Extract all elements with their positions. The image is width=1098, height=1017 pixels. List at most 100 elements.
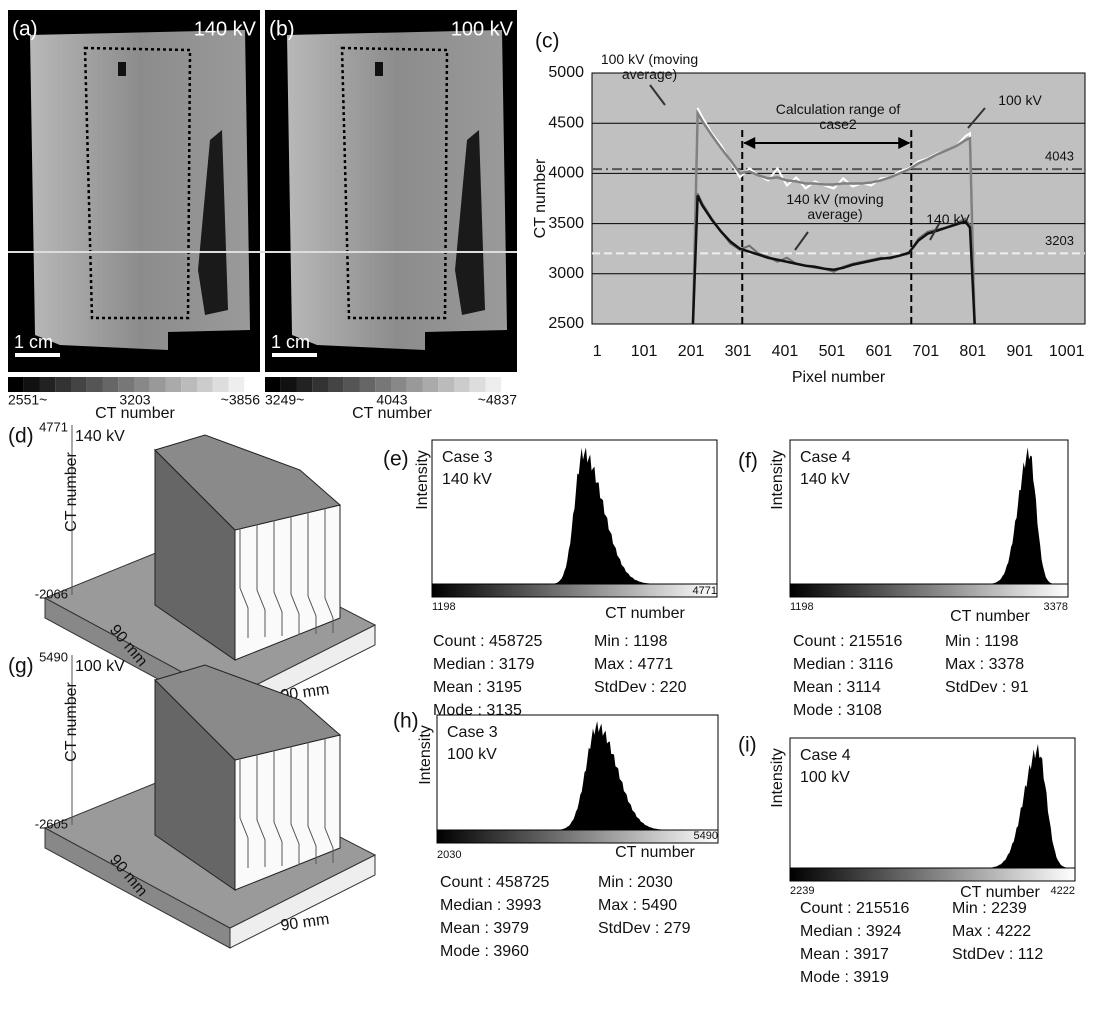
colorbar-step	[181, 377, 197, 392]
reference-label: 4043	[1045, 149, 1074, 164]
range-annotation: Calculation range of case2	[772, 102, 904, 132]
colorbar-step	[297, 377, 313, 392]
colorbar-high: ~3856	[221, 392, 261, 408]
colorbar-step	[344, 377, 360, 392]
statistic: Min : 1198	[945, 633, 1019, 650]
panel-label: (c)	[535, 30, 560, 53]
x-axis-title: Pixel number	[792, 369, 886, 386]
colorbar-step	[360, 377, 376, 392]
x-max-label: 5490	[694, 830, 718, 842]
statistic: Count : 458725	[433, 633, 543, 650]
series-annotation: 140 kV	[918, 212, 978, 227]
x-tick-label: 601	[866, 343, 893, 360]
x-axis-title: CT number	[615, 844, 695, 861]
colorbar-step	[486, 377, 502, 392]
x-tick-label: 1	[593, 343, 602, 360]
colorbar-high: ~4837	[478, 392, 518, 408]
figure-canvas: 1 cm(a)140 kV2551~3203~3856CT number1 cm…	[0, 0, 1098, 1017]
statistic: Mean : 3195	[433, 679, 522, 696]
panel-label: (e)	[383, 448, 409, 471]
panel-label: (a)	[12, 18, 38, 41]
statistic: Mean : 3979	[440, 920, 529, 937]
statistic: Median : 3179	[433, 656, 535, 673]
panel-label: (f)	[738, 450, 758, 473]
statistic: Median : 3924	[800, 923, 902, 940]
colorbar-step	[265, 377, 281, 392]
colorbar-step	[150, 377, 166, 392]
statistic: Max : 4222	[952, 923, 1031, 940]
x-tick-label: 801	[959, 343, 986, 360]
y-tick-label: 2500	[548, 315, 584, 332]
histogram-colorbar	[437, 830, 718, 843]
statistic: Median : 3993	[440, 897, 542, 914]
statistic: Mode : 3108	[793, 702, 882, 719]
statistic: Count : 215516	[800, 900, 910, 917]
y-axis-title: Intensity	[769, 450, 786, 510]
scale-label: 1 cm	[14, 332, 53, 352]
colorbar-step	[166, 377, 182, 392]
colorbar-step	[8, 377, 24, 392]
x-min-label: 2030	[437, 849, 461, 861]
histogram-colorbar	[790, 584, 1068, 597]
panel-label: (g)	[8, 655, 34, 678]
colorbar-step	[118, 377, 134, 392]
voltage-label: 140 kV	[194, 18, 257, 40]
colorbar-step	[470, 377, 486, 392]
voltage-label: 140 kV	[800, 471, 850, 488]
colorbar-step	[454, 377, 470, 392]
x-min-label: 1198	[790, 601, 814, 613]
void	[118, 62, 126, 76]
colorbar-step	[407, 377, 423, 392]
histogram-colorbar	[432, 584, 717, 597]
colorbar-step	[197, 377, 213, 392]
panel-label: (i)	[738, 734, 757, 757]
colorbar-step	[40, 377, 56, 392]
x-tick-label: 1001	[1049, 343, 1085, 360]
colorbar-step	[375, 377, 391, 392]
x-tick-label: 201	[678, 343, 705, 360]
colorbar-step	[55, 377, 71, 392]
y-axis-title: CT number	[532, 158, 549, 238]
y-axis-title: Intensity	[417, 725, 434, 785]
case-label: Case 3	[442, 449, 493, 466]
case-label: Case 3	[447, 724, 498, 741]
colorbar-step	[281, 377, 297, 392]
voltage-label: 100 kV	[447, 746, 497, 763]
statistic: Min : 1198	[594, 633, 668, 650]
x-max-label: 4222	[1051, 885, 1075, 897]
statistic: StdDev : 279	[598, 920, 691, 937]
statistic: Mode : 3919	[800, 969, 889, 986]
voltage-label: 140 kV	[442, 471, 492, 488]
panel-label: (h)	[393, 710, 419, 733]
voltage-label: 100 kV	[800, 769, 850, 786]
z-axis-title: CT number	[63, 681, 80, 761]
x-axis-title: CT number	[950, 608, 1030, 625]
series-annotation: 140 kV (moving average)	[770, 192, 900, 222]
x-min-label: 1198	[432, 601, 456, 613]
colorbar-step	[103, 377, 119, 392]
case-label: Case 4	[800, 747, 851, 764]
voltage-label: 100 kV	[451, 18, 514, 40]
reference-label: 3203	[1045, 233, 1074, 248]
colorbar-step	[134, 377, 150, 392]
x-tick-label: 701	[912, 343, 939, 360]
statistic: Min : 2030	[598, 874, 673, 891]
histogram-colorbar	[790, 868, 1075, 881]
statistic: Count : 215516	[793, 633, 903, 650]
statistic: Count : 458725	[440, 874, 550, 891]
ct-image: 1 cm(b)100 kV3249~4043~4837CT number	[265, 10, 517, 422]
x-tick-label: 301	[725, 343, 752, 360]
x-axis-title: CT number	[960, 884, 1040, 901]
statistic: Mean : 3114	[793, 679, 881, 696]
case-label: Case 4	[800, 449, 851, 466]
y-axis-title: Intensity	[769, 748, 786, 808]
colorbar-low: 3249~	[265, 392, 304, 408]
x-tick-label: 101	[631, 343, 658, 360]
statistic: Max : 3378	[945, 656, 1024, 673]
y-tick-label: 3000	[548, 265, 584, 282]
y-tick-label: 4000	[548, 165, 584, 182]
figure: 1 cm(a)140 kV2551~3203~3856CT number1 cm…	[0, 0, 1098, 1017]
colorbar-step	[391, 377, 407, 392]
colorbar-step	[312, 377, 328, 392]
